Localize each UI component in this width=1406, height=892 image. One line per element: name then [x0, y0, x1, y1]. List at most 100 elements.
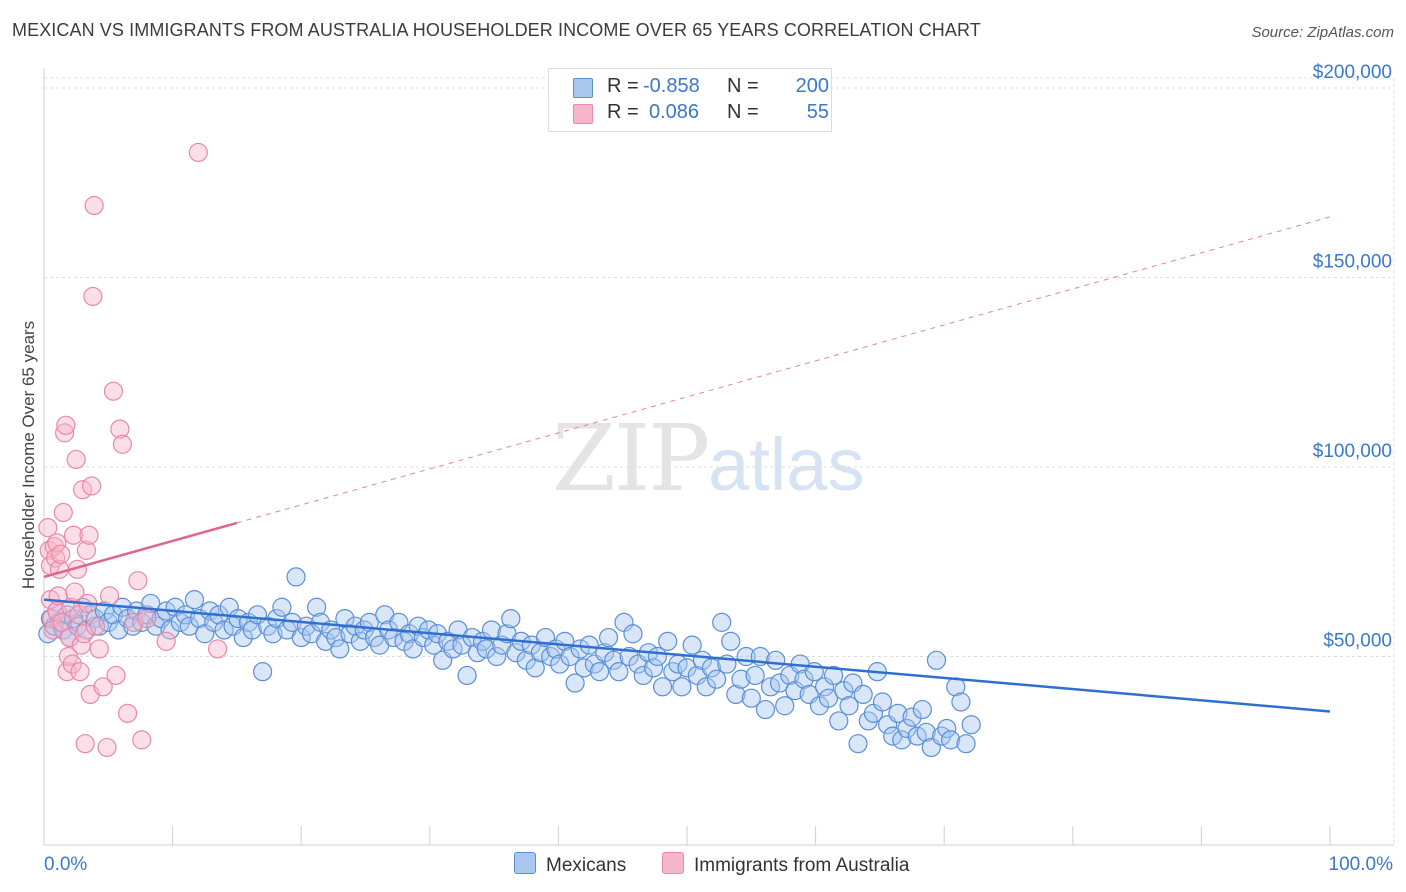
bottom-legend-australia: Immigrants from Australia: [662, 852, 909, 877]
data-point: [132, 730, 152, 750]
data-point: [956, 734, 976, 754]
data-point: [47, 533, 67, 553]
data-point: [70, 662, 90, 682]
data-point: [52, 612, 72, 632]
data-point: [66, 449, 86, 470]
data-point: [65, 582, 85, 602]
data-point: [208, 639, 228, 659]
data-point: [902, 707, 922, 727]
data-point: [63, 525, 84, 545]
legend-n-label: N =: [727, 75, 759, 97]
data-point: [853, 684, 873, 705]
data-point: [643, 658, 664, 678]
data-point: [106, 665, 126, 686]
data-point: [112, 434, 133, 454]
data-point: [124, 612, 144, 632]
data-point: [712, 612, 732, 632]
trend-line-mexicans: [43, 598, 1331, 713]
data-point: [110, 419, 130, 439]
data-point: [672, 677, 692, 697]
data-point: [633, 665, 653, 686]
grid-lines: [44, 77, 1395, 845]
data-point: [892, 730, 912, 750]
data-point: [97, 737, 117, 758]
data-point: [677, 658, 697, 678]
data-point: [51, 544, 71, 564]
data-point: [888, 703, 908, 723]
legend-swatch-pink: [662, 852, 684, 874]
chart-title: MEXICAN VS IMMIGRANTS FROM AUSTRALIA HOU…: [12, 20, 981, 40]
data-point: [745, 665, 765, 686]
data-point: [103, 381, 124, 401]
data-point: [330, 639, 350, 659]
data-point: [769, 673, 790, 693]
data-point: [242, 620, 262, 640]
data-point: [326, 627, 346, 648]
legend-swatch-blue: [514, 852, 536, 874]
data-point: [179, 616, 199, 636]
legend-n-value: 200: [795, 75, 829, 97]
data-point: [62, 654, 82, 674]
y-tick-label: $50,000: [1323, 631, 1392, 652]
data-point: [156, 631, 176, 651]
data-point: [291, 627, 311, 648]
data-point: [696, 677, 716, 697]
data-point: [487, 646, 507, 667]
data-point: [941, 730, 961, 750]
correlation-legend: R = -0.858 N = 200 R = 0.086 N = 55: [548, 68, 832, 132]
data-point: [839, 696, 859, 716]
data-point: [457, 665, 477, 686]
legend-n-label: N =: [727, 101, 759, 123]
watermark-atlas: atlas: [708, 423, 865, 506]
data-point: [89, 639, 109, 659]
data-point: [589, 662, 610, 682]
y-tick-label: $150,000: [1313, 252, 1392, 273]
trend-line-australia: [43, 521, 238, 579]
data-point: [76, 540, 97, 560]
data-point: [560, 646, 580, 667]
data-point: [682, 635, 702, 655]
data-point: [335, 608, 355, 629]
data-point: [818, 688, 839, 708]
data-point: [56, 415, 76, 435]
watermark-zip: ZIP: [552, 405, 710, 512]
data-point: [84, 195, 104, 216]
data-point: [38, 624, 58, 644]
data-point: [424, 635, 444, 655]
data-point: [848, 734, 868, 754]
data-point: [54, 423, 75, 443]
data-point: [598, 627, 619, 648]
data-point: [550, 654, 570, 674]
data-point: [766, 650, 786, 670]
data-point: [253, 662, 273, 682]
data-point: [71, 635, 91, 655]
legend-n-value: 55: [806, 101, 829, 123]
data-point: [658, 631, 678, 651]
legend-label-australia: Immigrants from Australia: [694, 855, 910, 876]
data-point: [93, 677, 113, 697]
data-point: [961, 715, 981, 735]
data-point: [741, 688, 761, 708]
series-mexicans: [38, 567, 981, 758]
data-point: [128, 571, 148, 591]
data-point: [286, 567, 306, 587]
x-tick-label-end: 100.0%: [1329, 854, 1394, 875]
legend-swatch-blue: [573, 78, 593, 98]
watermark: ZIPatlas: [552, 405, 864, 512]
data-point: [897, 718, 917, 739]
data-point: [350, 631, 370, 651]
y-tick-label: $100,000: [1313, 441, 1392, 462]
x-tick-label-start: 0.0%: [44, 854, 87, 875]
data-point: [916, 722, 936, 742]
data-point: [137, 608, 157, 629]
y-tick-label: $200,000: [1313, 62, 1392, 83]
data-point: [565, 673, 585, 693]
data-point: [574, 658, 594, 678]
data-point: [53, 502, 73, 523]
trend-line-australia-extension: [236, 216, 1331, 524]
data-point: [829, 711, 849, 731]
data-point: [184, 590, 205, 610]
data-point: [824, 665, 844, 686]
data-point: [74, 624, 94, 644]
data-point: [39, 540, 59, 560]
